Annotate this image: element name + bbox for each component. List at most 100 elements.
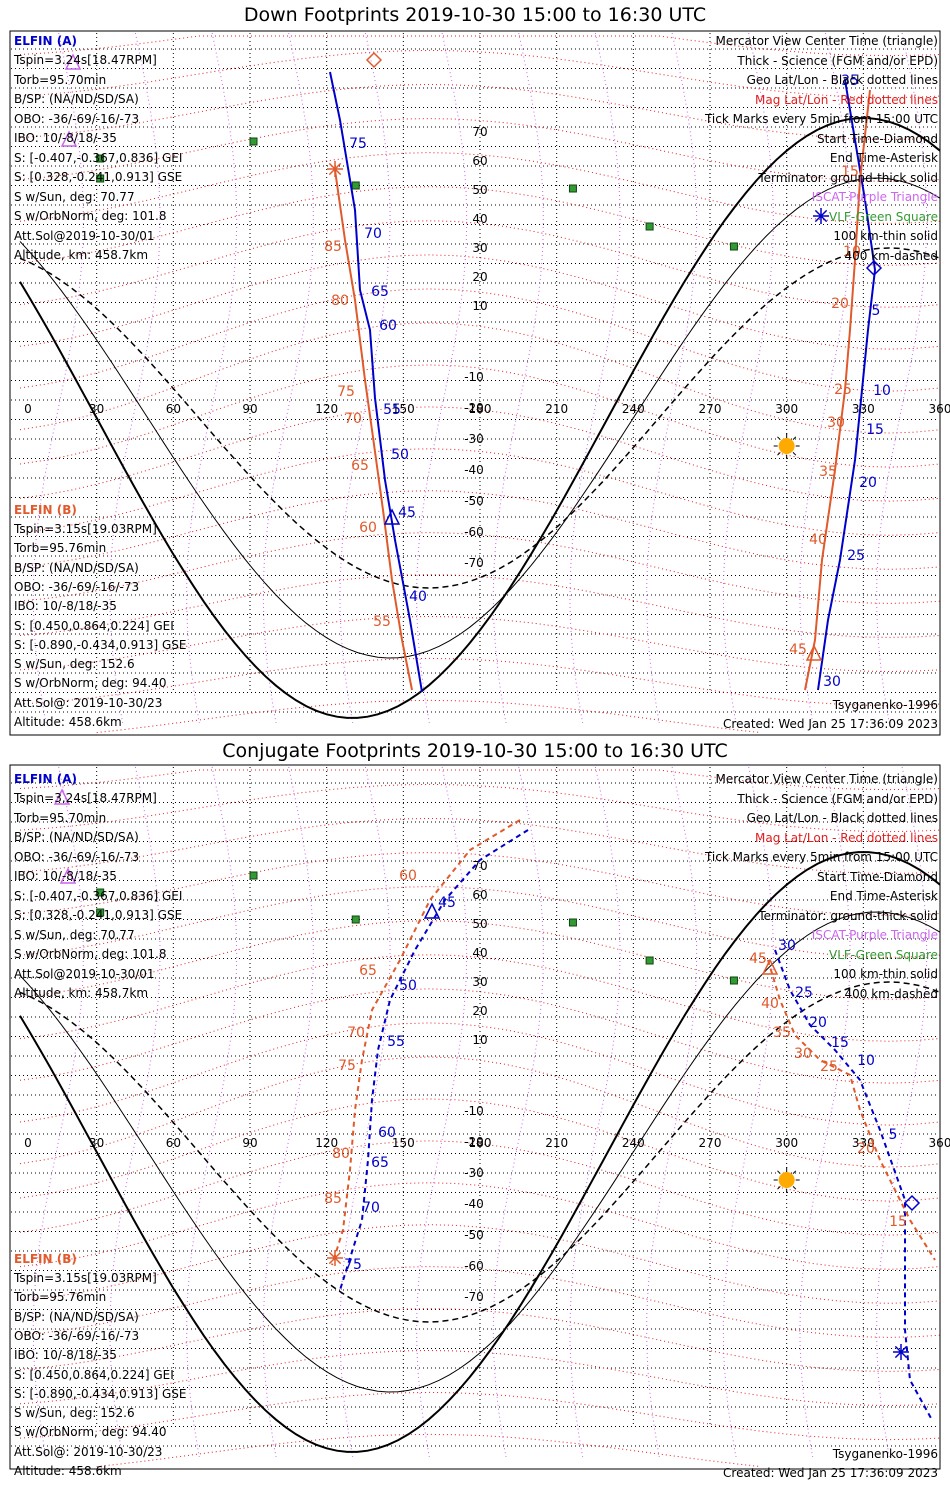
elfin-b-tick-label: 40 bbox=[809, 532, 827, 548]
elfin-b-tick-label: 75 bbox=[338, 1058, 356, 1074]
lat-tick-label: 20 bbox=[472, 270, 487, 284]
elfin-a-info-line: Tspin=3.24s[18.47RPM] bbox=[14, 791, 157, 805]
elfin-a-track bbox=[774, 949, 933, 1421]
lat-tick-label: -10 bbox=[464, 1104, 484, 1118]
elfin-a-info-line: Altitude, km: 458.7km bbox=[14, 986, 149, 1000]
mag-lon-line bbox=[416, 766, 468, 1458]
elfin-a-tick-label: 25 bbox=[795, 985, 813, 1001]
lon-tick-label: 360 bbox=[929, 1136, 950, 1150]
elfin-a-tick-label: 60 bbox=[379, 318, 397, 334]
elfin-a-tick-label: 15 bbox=[831, 1035, 849, 1051]
lon-tick-label: 300 bbox=[775, 1136, 798, 1150]
center-triangle bbox=[53, 788, 71, 805]
legend-entry: Geo Lat/Lon - Black dotted lines bbox=[746, 73, 938, 87]
elfin-a-tick-label: 5 bbox=[872, 303, 881, 319]
mag-lon-line bbox=[109, 766, 161, 1458]
elfin-a-tick-label: 30 bbox=[823, 674, 841, 690]
elfin-b-tick-label: 20 bbox=[857, 1141, 875, 1157]
elfin-a-info-line: Torb=95.70min bbox=[14, 72, 107, 87]
start-diamond bbox=[365, 51, 383, 69]
elfin-b-tick-label: 75 bbox=[337, 384, 355, 400]
elfin-b-info-line: S w/OrbNorm, deg: 94.40 bbox=[14, 676, 167, 691]
elfin-b-info-line: OBO: -36/-69/-16/-73 bbox=[14, 579, 140, 594]
mag-lon-line bbox=[339, 32, 391, 724]
lon-tick-label: 60 bbox=[166, 1136, 181, 1150]
lon-tick-label: 0 bbox=[24, 402, 32, 416]
elfin-a-info-line: S w/Sun, deg: 70.77 bbox=[14, 927, 135, 942]
end-asterisk bbox=[328, 162, 342, 176]
lon-tick-label: 150 bbox=[392, 1136, 415, 1150]
geo-grid bbox=[11, 767, 939, 1447]
sun-marker bbox=[778, 1172, 795, 1188]
legend-entry: 100 km-thin solid bbox=[833, 229, 938, 243]
lat-tick-label: -40 bbox=[464, 463, 484, 477]
mag-lat-line bbox=[19, 49, 941, 99]
model-label: Tsyganenko-1996 bbox=[832, 698, 938, 712]
mag-lon-line bbox=[416, 32, 468, 724]
legend-entry: End Time-Asterisk bbox=[829, 889, 938, 903]
lat-tick-label: 60 bbox=[472, 154, 487, 168]
lon-tick-label: 150 bbox=[392, 402, 415, 416]
elfin-b-tick-label: 25 bbox=[834, 382, 852, 398]
mag-lat-line bbox=[19, 118, 941, 182]
elfin-b-tick-label: 35 bbox=[819, 464, 837, 480]
lon-tick-label: 120 bbox=[315, 402, 338, 416]
vlf-station-square bbox=[96, 174, 105, 183]
mag-lon-line bbox=[32, 766, 84, 1458]
elfin-b-info-line: Att.Sol@: 2019-10-30/23 bbox=[14, 1444, 163, 1459]
lat-tick-label: -70 bbox=[464, 556, 484, 570]
elfin-a-info-line: IBO: 10/-8/18/-35 bbox=[14, 131, 117, 145]
elfin-b-tick-label: 15 bbox=[841, 164, 859, 180]
mag-lat-line bbox=[19, 783, 941, 833]
center-triangle bbox=[383, 508, 401, 525]
mag-lon-line bbox=[722, 32, 774, 724]
elfin-a-track bbox=[817, 79, 877, 691]
mag-lon-line bbox=[492, 766, 544, 1458]
legend-entry: 100 km-thin solid bbox=[833, 967, 938, 981]
created-label: Created: Wed Jan 25 17:36:09 2023 bbox=[723, 717, 938, 731]
lat-tick-label: 50 bbox=[472, 183, 487, 197]
start-diamond bbox=[865, 259, 883, 277]
mag-lon-line bbox=[186, 32, 238, 724]
created-label: Created: Wed Jan 25 17:36:09 2023 bbox=[723, 1466, 938, 1480]
elfin-b-info-line: S w/OrbNorm, deg: 94.40 bbox=[14, 1425, 167, 1440]
sun-marker bbox=[778, 438, 795, 454]
legend-entry: Terminator: ground-thick solid bbox=[758, 908, 938, 923]
sun-ray bbox=[777, 436, 781, 440]
mag-lat-line bbox=[19, 1391, 941, 1441]
sun-ray bbox=[792, 436, 797, 440]
elfin-a-tick-label: 45 bbox=[438, 895, 456, 911]
legend-entry: Tick Marks every 5min from 15:00 UTC bbox=[704, 112, 938, 126]
elfin-b-info-line: Att.Sol@: 2019-10-30/23 bbox=[14, 695, 163, 710]
elfin-b-tick-label: 70 bbox=[344, 411, 362, 427]
mag-lon-line bbox=[799, 766, 851, 1458]
elfin-a-info-line: OBO: -36/-69/-16/-73 bbox=[14, 849, 140, 864]
elfin-b-header: ELFIN (B) bbox=[14, 503, 77, 517]
geo-grid bbox=[11, 33, 939, 713]
legend-entry: Start Time-Diamond bbox=[816, 131, 938, 146]
lon-tick-label: 210 bbox=[545, 1136, 568, 1150]
mag-lon-line bbox=[262, 32, 314, 724]
mag-lon-line bbox=[876, 32, 928, 724]
lat-tick-label: 50 bbox=[472, 917, 487, 931]
elfin-a-info-line: B/SP: (NA/ND/SD/SA) bbox=[14, 830, 139, 844]
center-triangle bbox=[64, 53, 82, 70]
lon-tick-label: 30 bbox=[89, 1136, 104, 1150]
elfin-a-info-line: Att.Sol@2019-10-30/01 bbox=[14, 228, 155, 243]
elfin-a-tick-label: 70 bbox=[364, 226, 382, 242]
lat-tick-label: -10 bbox=[464, 370, 484, 384]
elfin-b-tick-label: 60 bbox=[359, 520, 377, 536]
end-asterisk bbox=[328, 1251, 342, 1265]
lat-tick-label: -70 bbox=[464, 1290, 484, 1304]
mag-lat-line bbox=[19, 1022, 941, 1126]
lat-tick-label: -20 bbox=[464, 1135, 484, 1149]
lat-tick-label: -30 bbox=[464, 1166, 484, 1180]
panel2-map: 0 30 60 90 120 150 180 210 240 270 300 330 360 70 60 50… bbox=[9, 764, 950, 1470]
elfin-a-info-line: Tspin=3.24s[18.47RPM] bbox=[14, 53, 157, 67]
elfin-a-tick-label: 25 bbox=[847, 548, 865, 564]
elfin-a-tick-label: 35 bbox=[841, 73, 859, 89]
lat-tick-label: -50 bbox=[464, 494, 484, 508]
model-label: Tsyganenko-1996 bbox=[832, 1447, 938, 1461]
vlf-station-square bbox=[645, 222, 654, 231]
